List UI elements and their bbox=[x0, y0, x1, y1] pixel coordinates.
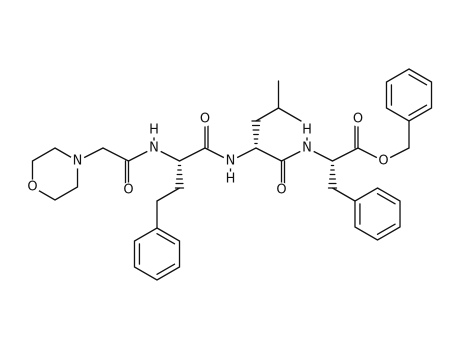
atom-label: N bbox=[149, 141, 159, 156]
label-backdrop bbox=[197, 111, 213, 127]
bond bbox=[331, 147, 359, 162]
aromatic-bond bbox=[376, 193, 396, 205]
label-backdrop bbox=[350, 111, 366, 127]
atom-label: H bbox=[149, 123, 159, 138]
bond bbox=[156, 187, 181, 202]
label-backdrop bbox=[223, 153, 238, 169]
label-backdrop bbox=[146, 122, 162, 138]
label-backdrop bbox=[146, 140, 162, 156]
atom-label: H bbox=[226, 172, 236, 187]
ring bbox=[385, 68, 433, 122]
atom-label: O bbox=[200, 112, 210, 127]
label-backdrop bbox=[299, 140, 315, 156]
ring bbox=[133, 227, 181, 281]
label-backdrop bbox=[376, 153, 391, 169]
label-backdrop bbox=[274, 182, 289, 198]
aromatic-bond bbox=[376, 223, 396, 235]
aromatic-bond bbox=[408, 104, 428, 116]
atom-label: H bbox=[302, 123, 312, 138]
bond bbox=[277, 107, 302, 122]
aromatic-bond bbox=[156, 263, 176, 275]
atom-label: N bbox=[73, 154, 83, 169]
bond bbox=[255, 147, 283, 162]
aromatic-bond bbox=[408, 74, 428, 86]
atom-label: O bbox=[276, 183, 286, 198]
label-backdrop bbox=[121, 182, 136, 198]
bond bbox=[178, 147, 206, 162]
ring bbox=[354, 187, 401, 241]
atom-label: O bbox=[378, 154, 388, 169]
atom-label: O bbox=[27, 180, 37, 195]
label-backdrop bbox=[299, 122, 315, 138]
bond bbox=[331, 187, 356, 202]
atom-label: O bbox=[353, 112, 363, 127]
label-backdrop bbox=[70, 153, 85, 169]
label-backdrop bbox=[223, 171, 238, 187]
aromatic-bond bbox=[156, 233, 176, 245]
bond bbox=[102, 147, 130, 162]
bond bbox=[255, 107, 280, 122]
label-backdrop bbox=[25, 179, 40, 195]
atom-label: O bbox=[123, 183, 133, 198]
atom-label: N bbox=[226, 154, 236, 169]
atom-label: N bbox=[302, 141, 312, 156]
